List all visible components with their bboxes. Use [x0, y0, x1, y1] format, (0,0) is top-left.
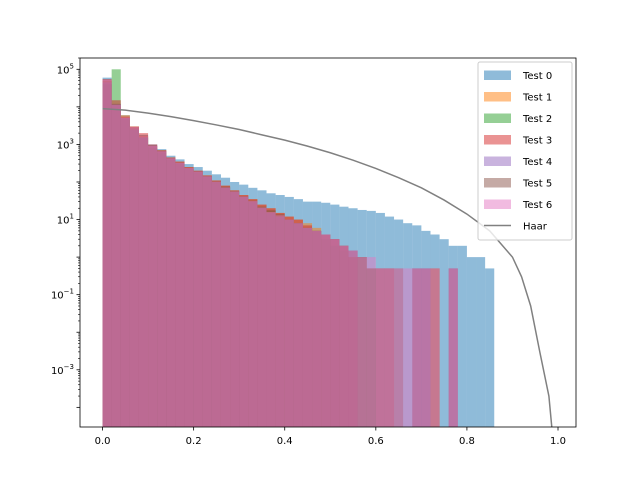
- histogram-bar: [321, 234, 331, 427]
- axes-frame: [79, 57, 577, 428]
- histogram-bar: [302, 227, 313, 427]
- histogram-bar: [220, 187, 231, 427]
- legend-label: Test 5: [522, 179, 552, 190]
- histogram-bar: [375, 268, 385, 427]
- histogram-bar: [275, 215, 285, 427]
- legend-item: Test 1: [484, 92, 552, 104]
- y-tick-label: 10−3: [51, 363, 74, 377]
- histogram-bar: [330, 239, 340, 427]
- legend-label: Test 6: [522, 200, 552, 211]
- histogram-bar: [111, 104, 121, 427]
- axes-border: [79, 57, 577, 428]
- histogram-bar: [439, 239, 449, 427]
- histogram-bar: [102, 79, 112, 427]
- x-tick-label: 1.0: [550, 436, 566, 447]
- legend-swatch: [484, 70, 511, 80]
- histogram-bar: [120, 117, 130, 427]
- histogram-bar: [166, 158, 176, 427]
- legend-swatch: [484, 135, 511, 145]
- y-tick-label: 10−1: [51, 288, 74, 302]
- histogram-bars: [102, 69, 553, 427]
- histogram-bar: [138, 136, 149, 427]
- x-axis: 0.0 0.2 0.4 0.6 0.8 1.0: [95, 427, 566, 447]
- legend: Test 0 Test 1 Test 2 Test 3 Test 4 Test 5 Test…: [477, 61, 573, 241]
- y-tick-label: 105: [57, 62, 74, 76]
- histogram-bar: [412, 268, 422, 427]
- histogram-bar: [476, 257, 486, 427]
- x-tick-label: 0.8: [459, 436, 475, 447]
- histogram-bar: [384, 268, 395, 427]
- legend-item: Test 2: [484, 113, 552, 125]
- histogram-bar: [157, 151, 167, 427]
- histogram-bar: [184, 168, 194, 427]
- histogram-bar: [339, 245, 349, 427]
- legend-swatch: [484, 199, 511, 209]
- legend-swatch: [484, 92, 511, 102]
- x-tick-label: 0.4: [277, 436, 293, 447]
- legend-box: [477, 61, 573, 241]
- legend-swatch: [484, 156, 511, 166]
- histogram-bar: [211, 181, 221, 427]
- histogram-bar: [394, 268, 404, 427]
- legend-item: Test 0: [484, 70, 552, 82]
- y-tick-label: 101: [57, 213, 74, 227]
- legend-label: Test 3: [522, 136, 552, 147]
- histogram-bar: [421, 268, 431, 427]
- legend-swatch: [484, 178, 511, 188]
- histogram-bar: [193, 171, 203, 427]
- histogram-bar: [239, 196, 249, 427]
- y-tick-label: 103: [57, 137, 74, 151]
- legend-swatch: [484, 113, 511, 123]
- legend-item: Test 3: [484, 135, 552, 147]
- histogram-bar: [230, 191, 240, 427]
- haar-line: [102, 107, 553, 427]
- legend-item: Haar: [484, 222, 548, 233]
- legend-label: Test 2: [522, 114, 552, 125]
- histogram-bar: [485, 268, 495, 427]
- plot-area: [102, 69, 553, 427]
- histogram-bar: [366, 257, 376, 427]
- histogram-bar: [284, 219, 294, 427]
- histogram-bar: [348, 250, 358, 427]
- histogram-bar: [293, 223, 303, 427]
- legend-label: Test 4: [522, 157, 552, 168]
- legend-label: Test 1: [522, 93, 552, 104]
- x-tick-label: 0.6: [368, 436, 384, 447]
- histogram-bar: [448, 268, 458, 427]
- legend-item: Test 6: [484, 199, 552, 211]
- histogram-bar: [312, 230, 322, 427]
- legend-item: Test 5: [484, 178, 552, 190]
- x-tick-label: 0.2: [186, 436, 202, 447]
- legend-label: Haar: [523, 222, 548, 233]
- histogram-bar: [248, 201, 258, 427]
- histogram-bar: [175, 162, 185, 427]
- histogram-bar: [357, 257, 367, 427]
- histogram-bar: [148, 145, 158, 427]
- histogram-bar: [266, 211, 276, 427]
- histogram-bar: [257, 207, 267, 427]
- histogram-bar: [457, 245, 467, 427]
- histogram-bar: [466, 257, 477, 427]
- histogram-bar: [202, 176, 212, 427]
- x-tick-label: 0.0: [95, 436, 111, 447]
- legend-label: Test 0: [522, 71, 552, 82]
- histogram-bar: [129, 127, 139, 427]
- histogram-bar: [430, 268, 440, 427]
- histogram-bar: [403, 268, 413, 427]
- y-axis: 10−3 10−1 101 103 105: [51, 57, 80, 408]
- legend-item: Test 4: [484, 156, 552, 168]
- series-test-6: [102, 79, 458, 427]
